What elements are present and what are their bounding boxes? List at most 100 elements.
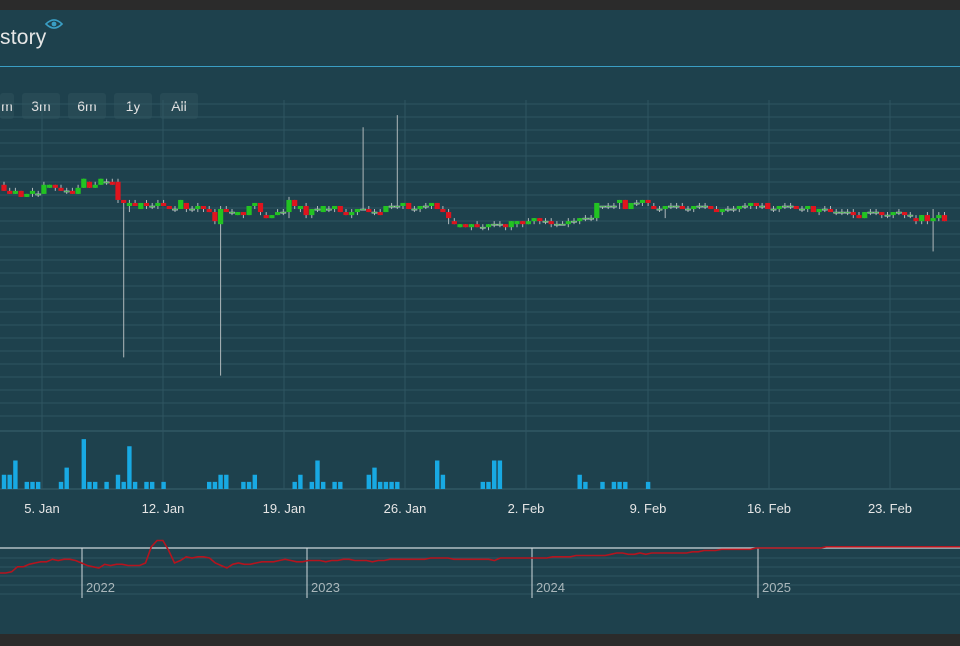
candle-body [907, 214, 914, 217]
volume-bar [224, 474, 229, 489]
volume-bar [440, 474, 446, 489]
candle-body [890, 212, 896, 216]
candle-body [280, 211, 287, 214]
volume-bar [252, 474, 257, 489]
candle-body [525, 221, 531, 225]
candle-body [337, 206, 343, 213]
navigator-year-label: 2024 [536, 580, 565, 595]
candle-body [662, 206, 668, 210]
candle-body [41, 184, 47, 194]
candle-body [223, 209, 229, 213]
candle-body [833, 211, 840, 214]
volume-bar [104, 481, 109, 489]
candle-body [559, 223, 566, 226]
volume-bar [486, 481, 491, 489]
candle-body [485, 224, 492, 228]
volume-bar [309, 481, 314, 489]
volume-bar [617, 481, 622, 489]
candle-body [406, 202, 412, 210]
candle-body [29, 190, 36, 194]
range-button-3m[interactable]: 3m [22, 93, 60, 119]
eye-icon[interactable] [44, 18, 64, 30]
navigator-year-label: 2025 [762, 580, 791, 595]
volume-bar [127, 446, 132, 489]
candle-body [166, 206, 172, 210]
range-button-all[interactable]: All [160, 93, 198, 119]
candle-body [388, 205, 395, 208]
candle-body [275, 212, 281, 216]
candle-body [753, 202, 759, 206]
candle-body [713, 209, 720, 213]
candle-body [691, 206, 697, 210]
candle-body [617, 199, 623, 203]
candle-body [913, 218, 919, 222]
candle-body [12, 190, 18, 194]
candle-body [246, 206, 252, 216]
candle-body [143, 202, 150, 206]
candle-body [360, 208, 366, 211]
candle-body [542, 220, 549, 223]
candle-body [816, 209, 822, 213]
candle-body [115, 181, 121, 200]
candle-body [862, 212, 868, 219]
candle-body [508, 221, 514, 228]
volume-bar [30, 481, 35, 489]
volume-bar [7, 474, 12, 489]
candle-body [263, 215, 269, 219]
candle-body [354, 209, 360, 213]
candle-body [422, 205, 429, 208]
candle-body [86, 181, 93, 188]
candle-body [35, 193, 42, 196]
candle-body [667, 205, 674, 208]
candle-body [332, 206, 338, 210]
navigator-year-label: 2023 [311, 580, 340, 595]
candle-body [69, 190, 75, 194]
x-tick-label: 9. Feb [630, 501, 667, 516]
candle-body [770, 208, 777, 211]
range-button-1y[interactable]: 1y [114, 93, 152, 119]
candle-body [240, 212, 246, 216]
candle-body [930, 218, 936, 222]
candle-body [919, 215, 925, 222]
volume-bar [492, 460, 497, 489]
candle-body [63, 190, 70, 193]
volume-bar [24, 481, 29, 489]
candle-body [411, 208, 418, 211]
candle-body [724, 208, 731, 211]
candle-body [474, 224, 480, 228]
candle-body [252, 202, 258, 206]
candle-body [503, 224, 509, 228]
range-button-m[interactable]: m [0, 93, 14, 119]
candle-body [514, 221, 520, 225]
candle-body [873, 211, 879, 214]
candle-body [594, 202, 600, 219]
candle-body [879, 212, 885, 216]
volume-bar [161, 481, 166, 489]
candle-body [708, 206, 714, 210]
range-button-6m[interactable]: 6m [68, 93, 106, 119]
candle-body [622, 199, 628, 210]
candle-body [496, 223, 503, 226]
candle-body [126, 202, 132, 206]
volume-bar [36, 481, 41, 489]
candle-body [24, 193, 30, 197]
candle-body [343, 212, 349, 216]
volume-bar [93, 481, 98, 489]
candle-body [936, 215, 942, 219]
candle-body [178, 199, 184, 210]
volume-bar [389, 481, 394, 489]
candle-body [867, 211, 874, 214]
candle-body [269, 215, 275, 219]
candle-body [577, 218, 583, 222]
volume-bar [207, 481, 212, 489]
candle-body [639, 199, 645, 203]
candle-body [884, 214, 891, 217]
volume-bar [298, 474, 303, 489]
candle-body [656, 208, 663, 211]
candle-body [394, 205, 401, 208]
candle-body [531, 218, 537, 222]
candle-body [47, 184, 53, 188]
candle-body [189, 208, 195, 211]
candle-body [92, 184, 98, 188]
volume-bar [600, 481, 605, 489]
